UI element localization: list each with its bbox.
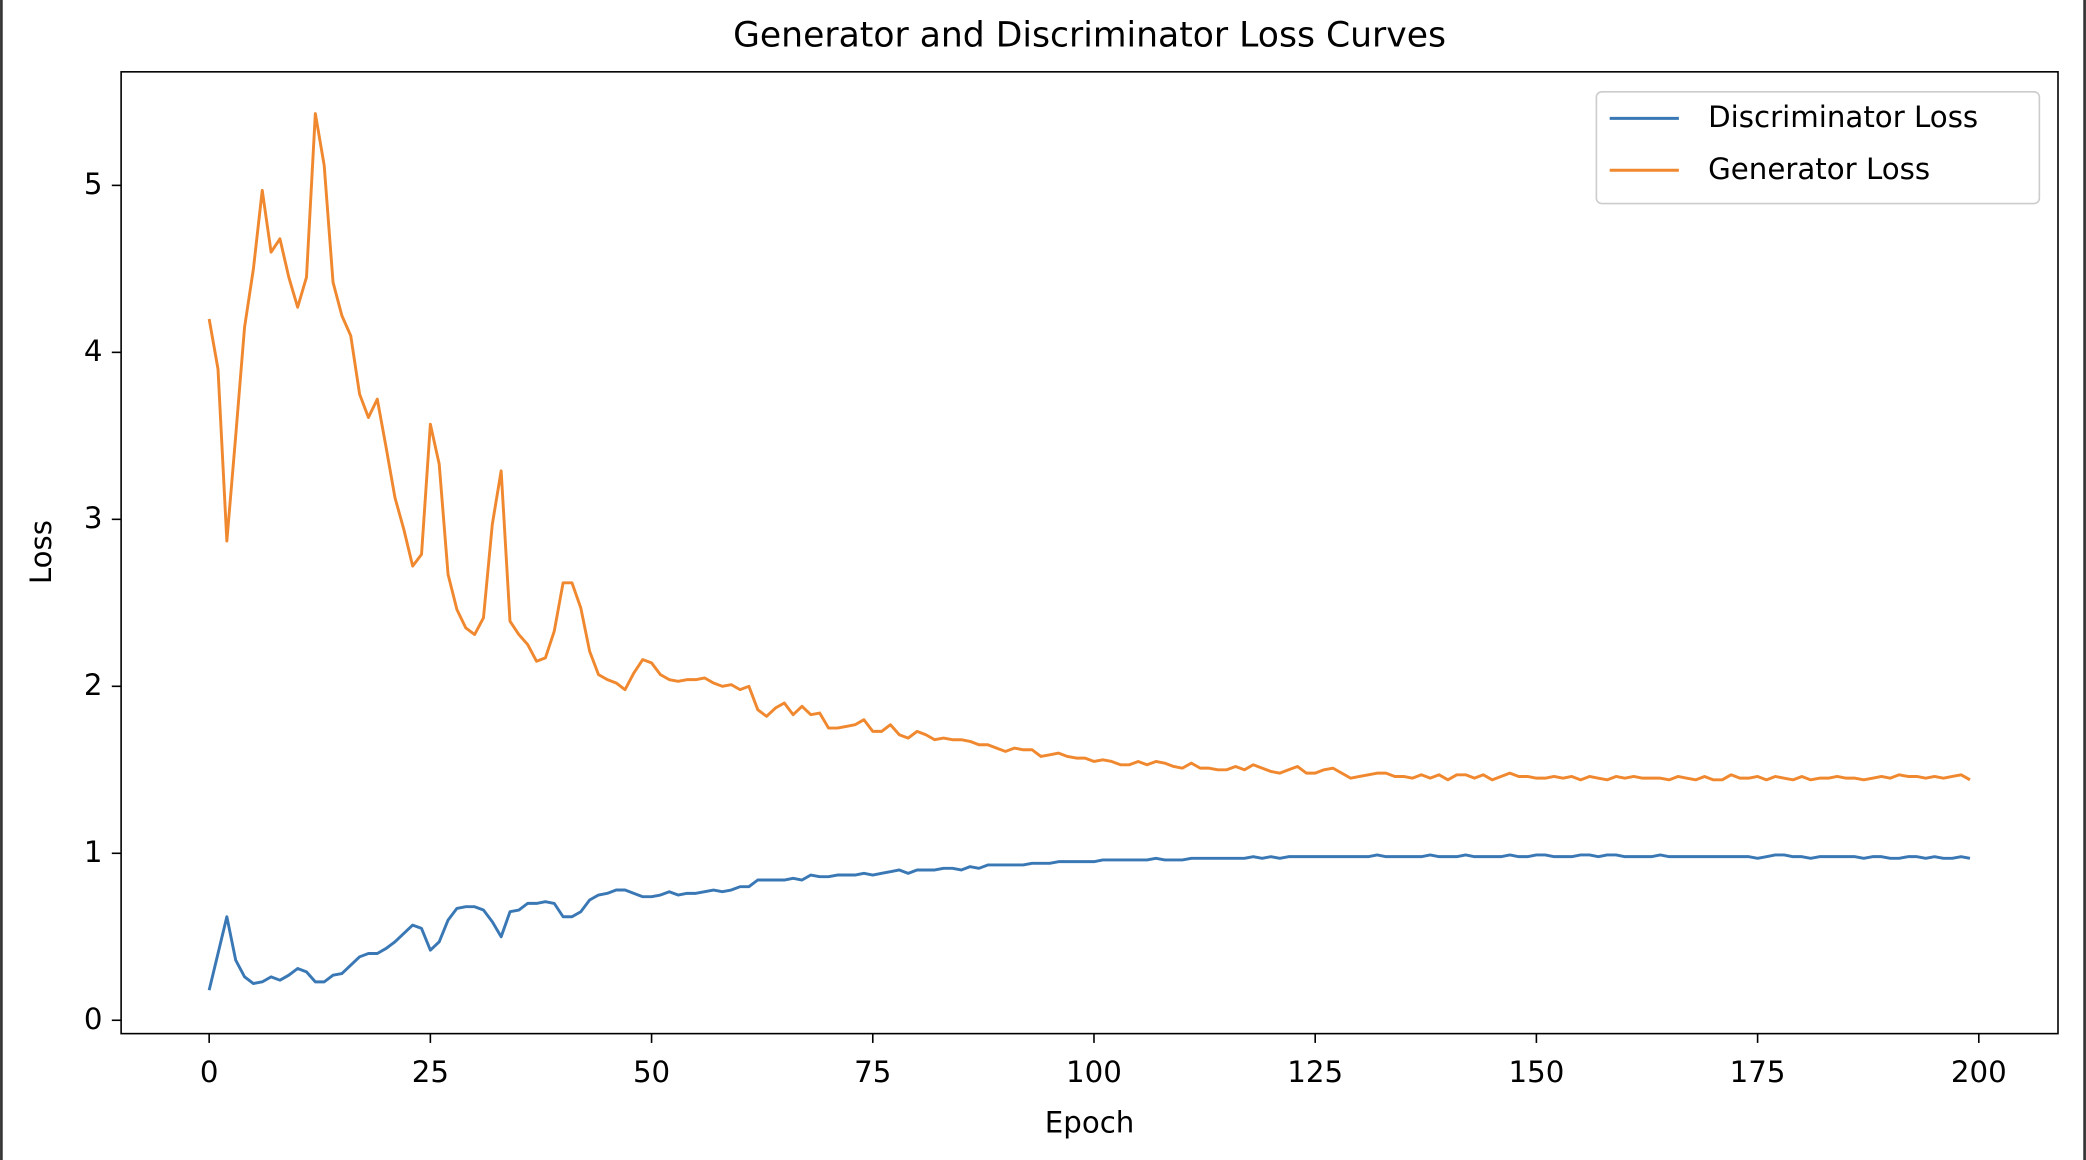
x-tick-label: 100 bbox=[1066, 1055, 1122, 1089]
series-line bbox=[207, 112, 1971, 782]
x-tick-label: 50 bbox=[633, 1055, 670, 1089]
x-tick-label: 125 bbox=[1287, 1055, 1343, 1089]
x-axis-label: Epoch bbox=[1045, 1106, 1135, 1140]
series-line bbox=[207, 853, 1971, 991]
x-tick-label: 0 bbox=[200, 1055, 219, 1089]
y-tick-label: 3 bbox=[84, 501, 103, 535]
legend-label: Discriminator Loss bbox=[1708, 100, 1978, 134]
legend-box bbox=[1595, 90, 2041, 205]
x-tick-label: 25 bbox=[412, 1055, 449, 1089]
y-tick-label: 0 bbox=[84, 1002, 103, 1036]
y-tick-label: 1 bbox=[84, 835, 103, 869]
y-axis-label: Loss bbox=[24, 520, 58, 584]
y-tick-label: 4 bbox=[84, 334, 103, 368]
x-tick-label: 75 bbox=[854, 1055, 891, 1089]
x-tick-label: 200 bbox=[1951, 1055, 2007, 1089]
legend-label: Generator Loss bbox=[1708, 152, 1930, 186]
plot-frame bbox=[120, 71, 2059, 1035]
y-tick-label: 2 bbox=[84, 668, 103, 702]
chart-title: Generator and Discriminator Loss Curves bbox=[733, 16, 1446, 56]
y-tick-label: 5 bbox=[84, 167, 103, 201]
x-tick-label: 175 bbox=[1730, 1055, 1786, 1089]
x-tick-label: 150 bbox=[1508, 1055, 1564, 1089]
